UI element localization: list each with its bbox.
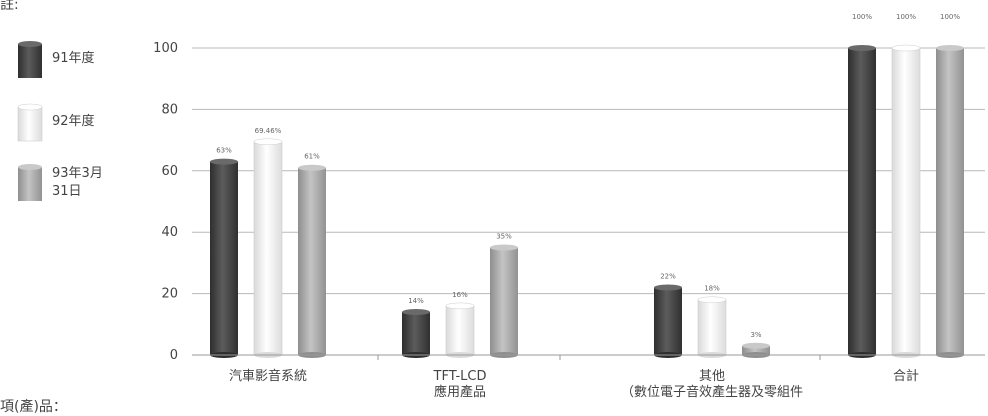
- bar-body: [848, 48, 876, 355]
- bar-cap: [936, 45, 964, 51]
- legend-label: 93年3月 31日: [52, 166, 103, 199]
- data-label: 18%: [704, 285, 720, 293]
- legend-swatch: [18, 167, 42, 201]
- bar: [253, 138, 283, 358]
- bar-body: [402, 312, 430, 355]
- bar-cap: [298, 164, 326, 171]
- data-label: 100%: [896, 13, 916, 21]
- data-label: 100%: [940, 13, 960, 21]
- legend-swatch-cap: [18, 41, 42, 47]
- bar-body: [891, 47, 921, 356]
- bar: [891, 44, 921, 358]
- legend-label: 92年度: [52, 113, 95, 129]
- bar-body: [210, 161, 238, 355]
- legend-swatch: [18, 44, 42, 78]
- y-axis: 0 20 40 60 80 100: [153, 41, 178, 363]
- bar-cap: [891, 44, 921, 52]
- bar: [848, 45, 876, 358]
- x-category-label: TFT-LCD 應用產品: [433, 369, 487, 400]
- y-tick-label: 60: [161, 164, 178, 179]
- bars: 63% 14% 22% 100% 69.46% 16% 18% 100% 61% 35% 3% 100…: [210, 13, 964, 358]
- bar-cap: [697, 296, 727, 304]
- y-tick-label: 0: [170, 348, 178, 363]
- x-category-label: 合計: [893, 368, 919, 384]
- bar-cap: [490, 244, 518, 251]
- data-label: 35%: [496, 233, 512, 241]
- products-fragment: 項(產)品：: [0, 399, 67, 415]
- bar-cap: [654, 284, 682, 291]
- y-tick-label: 20: [161, 287, 178, 302]
- data-label: 69.46%: [255, 127, 282, 135]
- bar-body: [298, 167, 326, 355]
- legend-swatch-cap: [17, 103, 43, 111]
- bar-body: [253, 141, 283, 356]
- bar-cap: [848, 45, 876, 51]
- bar-body: [697, 299, 727, 356]
- data-label: 14%: [408, 297, 424, 305]
- legend-item: 92年度: [17, 103, 95, 142]
- bar-cap: [253, 138, 283, 146]
- legend-item: 91年度: [18, 41, 95, 78]
- bar: [402, 309, 430, 358]
- bar: [210, 158, 238, 358]
- data-label: 63%: [216, 147, 232, 155]
- y-tick-label: 40: [161, 225, 178, 240]
- y-tick-label: 80: [161, 102, 178, 117]
- bar: [445, 302, 475, 358]
- legend-label: 91年度: [52, 50, 95, 66]
- bar: [697, 296, 727, 358]
- bar: [742, 342, 770, 358]
- bar-body: [490, 247, 518, 355]
- y-tick-label: 100: [153, 41, 178, 56]
- bar: [490, 244, 518, 358]
- bar-cap: [210, 158, 238, 165]
- legend-swatch: [17, 106, 43, 142]
- legend-item: 93年3月 31日: [18, 164, 103, 201]
- x-category-label: 其他（數位電子音效產生器及零組件: [621, 369, 803, 400]
- bar-cap: [445, 302, 475, 310]
- data-label: 22%: [660, 272, 676, 280]
- bar-body: [742, 345, 770, 355]
- bar-body: [936, 48, 964, 355]
- x-category-label: 汽車影音系統: [229, 368, 307, 384]
- data-label: 16%: [452, 291, 468, 299]
- bar: [654, 284, 682, 358]
- bar-cap: [402, 309, 430, 316]
- bar: [298, 164, 326, 358]
- legend: 91年度 92年度 93年3月 31日: [17, 41, 103, 201]
- legend-swatch-cap: [18, 164, 42, 170]
- x-axis: 汽車影音系統 TFT-LCD 應用產品 其他（數位電子音效產生器及零組件 合計: [192, 354, 985, 400]
- note-fragment: 註:: [0, 0, 19, 13]
- data-label: 3%: [750, 331, 761, 339]
- data-label: 61%: [304, 153, 320, 161]
- bar: [936, 45, 964, 358]
- bar-body: [654, 287, 682, 355]
- bar-cap: [742, 342, 770, 349]
- bar-body: [445, 305, 475, 356]
- data-label: 100%: [852, 13, 872, 21]
